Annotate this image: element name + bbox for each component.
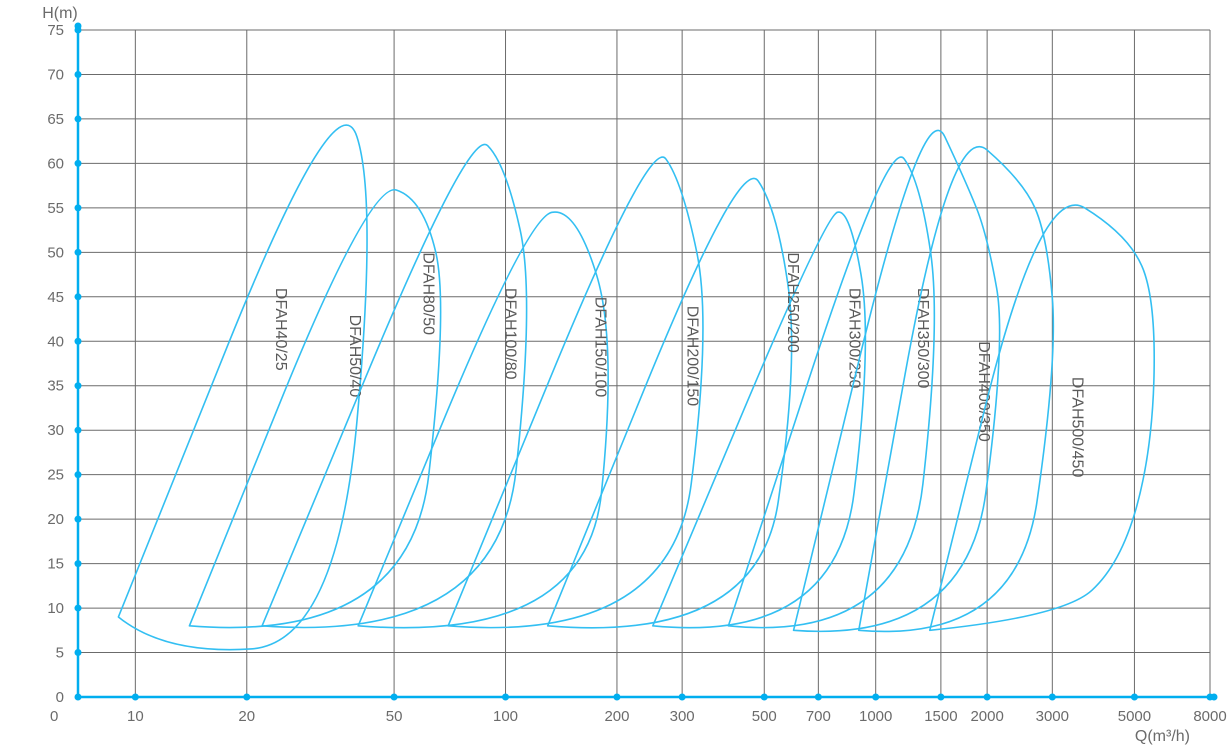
x-axis-dot (243, 694, 250, 701)
x-tick-label: 300 (670, 708, 695, 725)
x-axis-dot (1049, 694, 1056, 701)
series-label: DFAH150/100 (591, 297, 608, 398)
x-tick-label: 1500 (924, 708, 957, 725)
series-label: DFAH200/150 (683, 306, 700, 407)
series-label: DFAH250/200 (784, 252, 801, 353)
x-axis-dot (132, 694, 139, 701)
x-tick-label: 200 (604, 708, 629, 725)
series-label: DFAH50/40 (346, 315, 363, 398)
series-curve (189, 190, 440, 628)
x-axis-dot (502, 694, 509, 701)
x-axis-dot (761, 694, 768, 701)
series-label: DFAH300/250 (846, 288, 863, 389)
x-axis-dot (815, 694, 822, 701)
x-tick-label: 1000 (859, 708, 892, 725)
x-tick-label: 5000 (1118, 708, 1151, 725)
y-tick-label: 35 (47, 378, 64, 395)
x-tick-label: 8000 (1193, 708, 1226, 725)
series-curve (859, 147, 1054, 632)
y-tick-label: 5 (56, 645, 64, 662)
y-tick-label: 60 (47, 155, 64, 172)
series-curve (653, 212, 866, 628)
y-tick-label: 45 (47, 289, 64, 306)
series-label: DFAH40/25 (272, 288, 289, 371)
y-tick-label: 15 (47, 556, 64, 573)
x-axis-end-dot (1211, 694, 1218, 701)
y-tick-label: 30 (47, 422, 64, 439)
x-tick-label: 700 (806, 708, 831, 725)
x-axis-dot (391, 694, 398, 701)
series-curve (794, 130, 1000, 631)
x-zero-label: 0 (50, 708, 58, 725)
y-axis-title: H(m) (42, 5, 78, 22)
series-curve (118, 125, 367, 650)
x-tick-label: 2000 (970, 708, 1003, 725)
series-label: DFAH350/300 (914, 288, 931, 389)
x-axis-dot (937, 694, 944, 701)
y-tick-label: 50 (47, 244, 64, 261)
x-axis-title: Q(m³/h) (1135, 728, 1190, 745)
y-tick-label: 65 (47, 111, 64, 128)
y-tick-label: 20 (47, 511, 64, 528)
y-tick-label: 10 (47, 600, 64, 617)
y-tick-label: 0 (56, 689, 64, 706)
series-curve (930, 205, 1154, 630)
x-tick-label: 3000 (1036, 708, 1069, 725)
y-tick-label: 75 (47, 22, 64, 39)
x-axis-dot (872, 694, 879, 701)
y-tick-label: 25 (47, 467, 64, 484)
y-tick-label: 40 (47, 333, 64, 350)
x-axis-dot (679, 694, 686, 701)
x-tick-label: 500 (752, 708, 777, 725)
series-label: DFAH500/450 (1068, 377, 1085, 478)
x-tick-label: 20 (238, 708, 255, 725)
x-axis-dot (1131, 694, 1138, 701)
series-label: DFAH80/50 (419, 252, 436, 335)
y-tick-label: 70 (47, 66, 64, 83)
x-axis-dot (613, 694, 620, 701)
y-axis-end-dot (75, 23, 82, 30)
series-label: DFAH100/80 (502, 288, 519, 380)
series-curve (358, 212, 608, 628)
x-tick-label: 50 (386, 708, 403, 725)
x-axis-dot (984, 694, 991, 701)
x-tick-label: 10 (127, 708, 144, 725)
y-tick-label: 55 (47, 200, 64, 217)
pump-curve-chart: 0 5 10 15 20 25 30 35 40 45 50 55 60 65 70 75 DFAH40/25 D… (0, 0, 1230, 755)
chart-container: 0 5 10 15 20 25 30 35 40 45 50 55 60 65 70 75 DFAH40/25 D… (0, 0, 1230, 755)
x-tick-label: 100 (493, 708, 518, 725)
series-curve (548, 178, 792, 627)
